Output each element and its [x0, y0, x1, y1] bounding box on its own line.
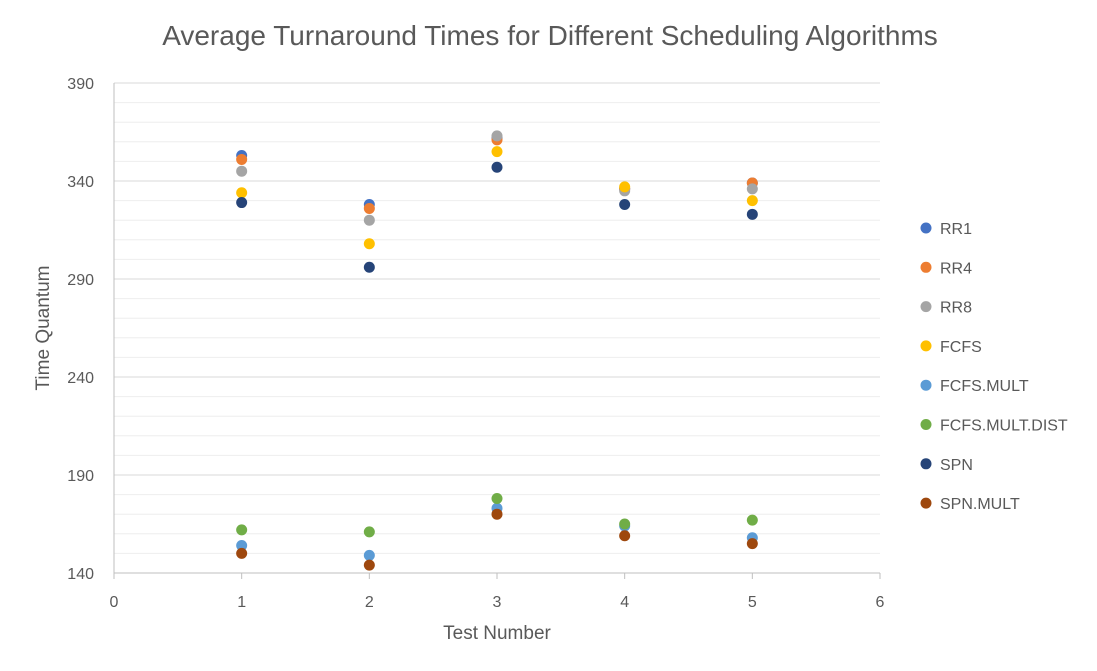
data-point	[746, 514, 758, 526]
x-axis-title: Test Number	[443, 623, 551, 644]
legend-marker	[920, 222, 932, 234]
data-point	[236, 540, 248, 552]
y-tick-label: 340	[67, 174, 94, 191]
data-point	[363, 202, 375, 214]
y-tick-label: 390	[67, 76, 94, 93]
data-point	[236, 547, 248, 559]
data-point	[746, 195, 758, 207]
data-point	[363, 559, 375, 571]
legend-label: RR4	[940, 260, 972, 277]
legend-marker	[920, 301, 932, 313]
data-point	[619, 199, 631, 211]
data-point	[236, 187, 248, 199]
y-tick-label: 290	[67, 272, 94, 289]
data-point	[746, 183, 758, 195]
legend-label: FCFS.MULT.DIST	[940, 418, 1068, 435]
data-point	[746, 208, 758, 220]
x-tick-label: 4	[620, 594, 629, 611]
data-point	[491, 161, 503, 173]
data-point	[363, 526, 375, 538]
legend-marker	[920, 379, 932, 391]
data-point	[619, 181, 631, 193]
legend-label: RR8	[940, 300, 972, 317]
data-point	[746, 538, 758, 550]
data-points	[236, 130, 758, 571]
legend-marker	[920, 419, 932, 430]
data-point	[236, 165, 248, 177]
data-point	[491, 508, 503, 520]
x-tick-label: 1	[237, 594, 246, 611]
legend-label: FCFS	[940, 339, 982, 356]
legend-marker	[920, 458, 932, 470]
data-point	[491, 130, 503, 142]
y-tick-label: 240	[67, 370, 94, 387]
legend: RR1 RR4 RR8 FCFS FCFS.MULT FCFS.MULT.DIST SPN S…	[920, 221, 1068, 513]
chart-title: Average Turnaround Times for Different S…	[162, 20, 938, 51]
y-axis-title: Time Quantum	[33, 266, 54, 391]
y-tick-labels: 140 190 240 290 340 390	[67, 76, 94, 583]
x-tick-label: 5	[748, 594, 757, 611]
y-tick-label: 140	[67, 566, 94, 583]
x-tick-label: 0	[110, 594, 119, 611]
y-tick-label: 190	[67, 468, 94, 485]
data-point	[363, 549, 375, 561]
data-point	[491, 146, 503, 158]
data-point	[619, 518, 631, 530]
legend-label: RR1	[940, 221, 972, 238]
data-point	[619, 530, 631, 542]
data-point	[491, 493, 503, 505]
data-point	[363, 238, 375, 250]
data-point	[363, 214, 375, 226]
data-point	[236, 524, 248, 536]
legend-label: SPN.MULT	[940, 496, 1020, 513]
legend-marker	[920, 261, 932, 273]
x-tick-label: 2	[365, 594, 374, 611]
legend-marker	[920, 497, 932, 509]
data-point	[363, 261, 375, 273]
x-tick-label: 3	[493, 594, 502, 611]
legend-label: FCFS.MULT	[940, 378, 1029, 395]
grid	[113, 82, 881, 579]
data-point	[236, 153, 248, 165]
x-tick-label: 6	[876, 594, 885, 611]
x-tick-labels: 0 1 2 3 4 5 6	[110, 594, 885, 611]
data-point	[236, 197, 248, 209]
legend-marker	[920, 340, 932, 352]
legend-label: SPN	[940, 457, 973, 474]
